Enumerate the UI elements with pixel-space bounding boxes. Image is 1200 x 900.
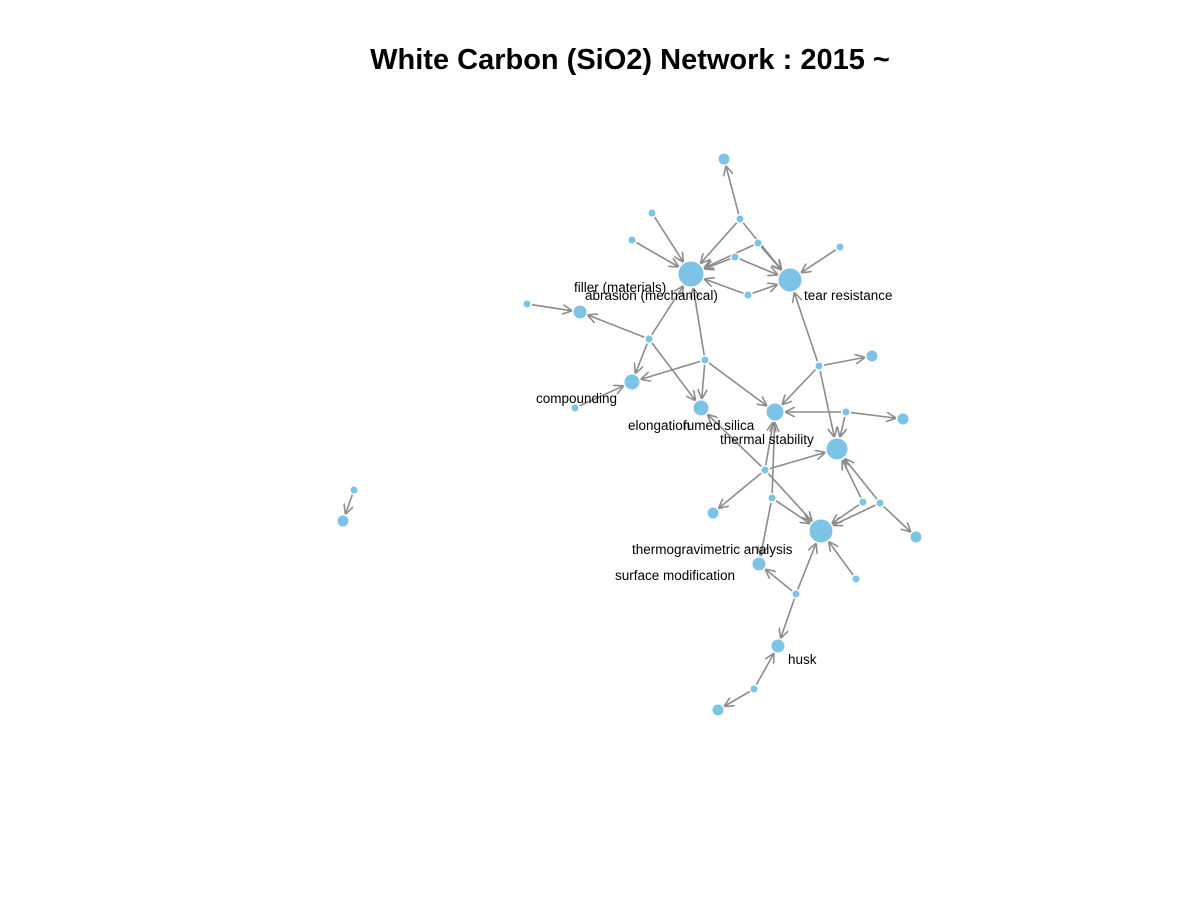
node-n710 bbox=[711, 703, 725, 717]
node-fumed bbox=[765, 402, 785, 422]
edge-n240-filler bbox=[635, 241, 678, 267]
edge-n366-fumed bbox=[783, 369, 817, 405]
edge-n503-n537 bbox=[883, 505, 911, 531]
edge-n304-abrasion bbox=[531, 303, 571, 311]
edge-n689-n710 bbox=[725, 690, 751, 707]
node-n304 bbox=[522, 299, 532, 309]
node-label-tear: tear resistance bbox=[804, 288, 893, 303]
edge-n219-filler bbox=[701, 222, 738, 263]
node-n339 bbox=[644, 334, 654, 344]
node-n503 bbox=[875, 498, 885, 508]
edge-n470-tga bbox=[767, 473, 811, 521]
edge-n412-thermal bbox=[840, 416, 845, 437]
node-label-filler: filler (materials) bbox=[574, 280, 666, 295]
nodes-layer bbox=[336, 152, 923, 717]
edge-n295-filler bbox=[705, 279, 744, 295]
node-n240 bbox=[627, 235, 637, 245]
node-label-abrasion: abrasion (mechanical) bbox=[585, 288, 718, 303]
edge-n257-filler bbox=[705, 258, 731, 269]
node-label-husk: husk bbox=[788, 652, 817, 667]
edge-n503-tga bbox=[834, 504, 876, 525]
edge-n366-n356 bbox=[823, 358, 864, 366]
node-compounding bbox=[623, 373, 641, 391]
labels-layer: filler (materials)abrasion (mechanical) t… bbox=[536, 280, 893, 667]
node-n498 bbox=[767, 493, 777, 503]
edge-n360-elongation bbox=[702, 364, 705, 398]
node-label-thermal: thermal stability bbox=[720, 432, 814, 447]
node-thermal bbox=[825, 437, 849, 461]
diagram-title: White Carbon (SiO2) Network : 2015 ~ bbox=[370, 44, 890, 76]
edge-n408-compounding bbox=[579, 386, 623, 407]
edge-n243-tear bbox=[760, 246, 781, 270]
node-filler bbox=[677, 260, 705, 288]
edge-n579-tga bbox=[829, 542, 854, 576]
node-n243 bbox=[753, 238, 763, 248]
node-label-surface: surface modification bbox=[615, 568, 735, 583]
node-abrasion bbox=[572, 304, 588, 320]
edge-n498-surface bbox=[761, 502, 772, 555]
node-label-fumed: fumed silica bbox=[683, 418, 755, 433]
edge-n295-tear bbox=[752, 285, 777, 295]
node-surface bbox=[751, 556, 767, 572]
edge-n470-thermal bbox=[769, 453, 825, 470]
node-n159 bbox=[717, 152, 731, 166]
node-n470 bbox=[760, 465, 770, 475]
node-n213 bbox=[647, 208, 657, 218]
edge-n502-tga bbox=[833, 504, 860, 523]
edge-n219-n159 bbox=[726, 167, 740, 215]
node-n360 bbox=[700, 355, 710, 365]
node-n419 bbox=[896, 412, 910, 426]
edge-n498-fumed bbox=[772, 423, 774, 494]
edge-n339-abrasion bbox=[588, 315, 645, 338]
edge-n470-n513 bbox=[719, 472, 762, 508]
node-n537 bbox=[909, 530, 923, 544]
edges-layer bbox=[346, 167, 911, 706]
node-n412 bbox=[841, 407, 851, 417]
edge-n470-elongation bbox=[708, 415, 762, 468]
node-n257 bbox=[730, 252, 740, 262]
edge-n360-filler bbox=[693, 289, 705, 356]
edge-n360-fumed bbox=[708, 362, 766, 405]
edge-n339-filler bbox=[651, 287, 683, 336]
node-n513 bbox=[706, 506, 720, 520]
edge-n366-thermal bbox=[819, 370, 834, 436]
node-n502 bbox=[858, 497, 868, 507]
node-label-tga: thermogravimetric analysis bbox=[632, 542, 793, 557]
node-tear bbox=[777, 267, 803, 293]
node-n408 bbox=[570, 403, 580, 413]
edge-n503-thermal bbox=[845, 459, 878, 500]
edge-n339-compounding bbox=[636, 343, 648, 373]
node-elongation bbox=[692, 399, 710, 417]
node-n490 bbox=[349, 485, 359, 495]
edge-n412-n419 bbox=[850, 411, 895, 418]
edge-n594-husk bbox=[781, 598, 796, 638]
node-n247 bbox=[835, 242, 845, 252]
edge-n257-tear bbox=[739, 258, 778, 275]
edge-n339-elongation bbox=[651, 342, 695, 400]
edge-n213-filler bbox=[654, 216, 683, 261]
node-n579 bbox=[851, 574, 861, 584]
edge-n247-tear bbox=[802, 249, 837, 272]
edge-n366-tear bbox=[795, 293, 819, 362]
edge-n502-thermal bbox=[843, 461, 862, 498]
edge-n490-n521 bbox=[346, 494, 353, 514]
node-n356 bbox=[865, 349, 879, 363]
edge-n360-compounding bbox=[642, 360, 701, 379]
node-n689 bbox=[749, 684, 759, 694]
node-label-elongation: elongation bbox=[628, 418, 690, 433]
node-n219 bbox=[735, 214, 745, 224]
node-label-compounding: compounding bbox=[536, 391, 617, 406]
node-tga bbox=[808, 518, 834, 544]
edge-n498-tga bbox=[775, 500, 809, 523]
edge-n594-tga bbox=[797, 544, 816, 590]
node-n366 bbox=[814, 361, 824, 371]
node-husk bbox=[770, 638, 786, 654]
node-n521 bbox=[336, 514, 350, 528]
edge-n243-filler bbox=[705, 244, 754, 268]
edge-n689-husk bbox=[755, 654, 773, 685]
node-n295 bbox=[743, 290, 753, 300]
node-n594 bbox=[791, 589, 801, 599]
edge-n594-surface bbox=[766, 570, 793, 592]
